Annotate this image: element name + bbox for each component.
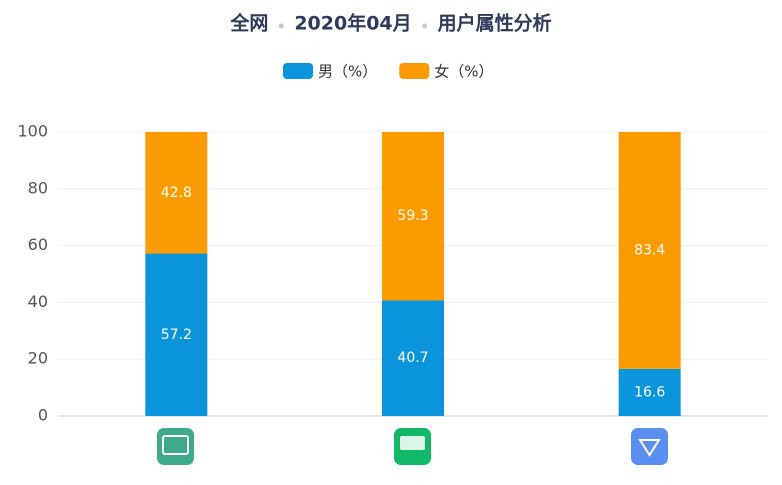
- y-tick-label: 80: [28, 178, 48, 197]
- value-label: 57.2: [161, 327, 192, 343]
- chart-title: 2020年04月: [294, 12, 411, 35]
- category-icons: [157, 428, 668, 465]
- bar-segment: [145, 132, 208, 254]
- app-icon-glyph: [400, 436, 425, 450]
- title-separator: [422, 23, 428, 29]
- value-label: 42.8: [161, 185, 192, 201]
- y-tick-label: 60: [28, 235, 48, 254]
- legend-label: 女（%）: [434, 63, 493, 81]
- app-icon: [631, 428, 668, 465]
- bar-segment: [382, 132, 444, 301]
- y-tick-label: 0: [38, 406, 48, 425]
- value-label: 16.6: [634, 384, 665, 400]
- legend-swatch: [283, 63, 313, 79]
- app-icon-glyph: [162, 435, 189, 455]
- bar-segment: [382, 300, 444, 416]
- value-label: 59.3: [397, 208, 428, 224]
- value-label: 83.4: [634, 242, 665, 258]
- y-tick-label: 40: [28, 292, 48, 311]
- legend-label: 男（%）: [318, 63, 377, 81]
- app-icon-glyph: [638, 439, 661, 457]
- legend-swatch: [399, 63, 430, 79]
- bar-segment: [618, 132, 681, 369]
- app-icon: [157, 428, 194, 465]
- bar-segment: [618, 368, 681, 416]
- y-tick-label: 20: [28, 349, 48, 368]
- bar-segment: [145, 253, 208, 416]
- title-separator: [278, 23, 284, 29]
- chart-title: 用户属性分析: [438, 12, 552, 35]
- chart-title: 全网: [229, 12, 268, 35]
- value-label: 40.7: [397, 350, 428, 366]
- y-tick-label: 100: [17, 122, 48, 141]
